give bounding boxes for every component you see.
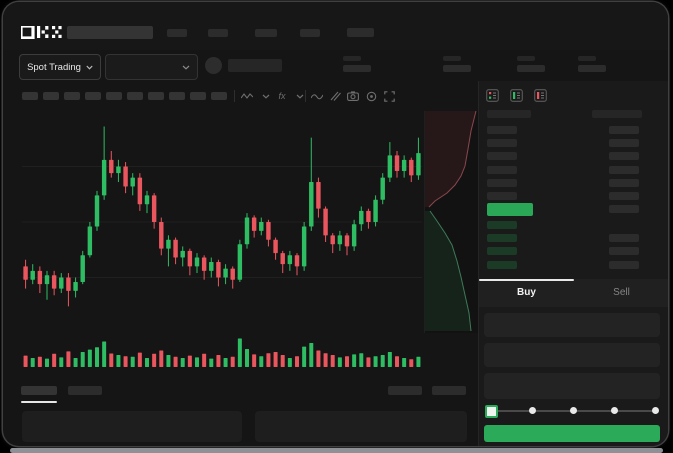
nav-item-placeholder[interactable] [300, 29, 320, 37]
nav-item-placeholder[interactable] [255, 29, 277, 37]
bottom-action-placeholder[interactable] [432, 386, 466, 395]
bottom-tab-placeholder[interactable] [68, 386, 102, 395]
last-price-amount-placeholder [609, 205, 639, 213]
ask-row-amount-placeholder [609, 192, 639, 200]
pair-name-placeholder [228, 59, 282, 72]
orderbook-price-header-placeholder [487, 110, 531, 118]
timeframe-placeholder[interactable] [43, 92, 59, 100]
spot-trading-label: Spot Trading [27, 61, 81, 73]
settings-gear-icon[interactable] [364, 89, 378, 103]
timeframe-placeholder[interactable] [22, 92, 38, 100]
ask-row-amount-placeholder [609, 126, 639, 134]
ask-row-price-placeholder[interactable] [487, 165, 517, 174]
percent-slider-mark[interactable] [611, 407, 618, 414]
fullscreen-icon[interactable] [382, 89, 396, 103]
timeframe-placeholder[interactable] [148, 92, 164, 100]
bottom-active-tab-underline [21, 401, 57, 403]
indicator-fx-icon[interactable]: fx [278, 91, 286, 101]
bottom-action-placeholder[interactable] [388, 386, 422, 395]
pair-dropdown[interactable] [105, 54, 198, 80]
timeframe-placeholder[interactable] [106, 92, 122, 100]
orderbook-asks-only-icon[interactable] [534, 89, 547, 102]
ask-row-price-placeholder[interactable] [487, 178, 517, 187]
ask-row-amount-placeholder [609, 152, 639, 161]
tab-buy[interactable]: Buy [517, 287, 536, 298]
ask-row-price-placeholder[interactable] [487, 126, 517, 134]
candlestick-chart[interactable] [22, 111, 422, 333]
spot-trading-selector[interactable]: Spot Trading [19, 54, 101, 80]
timeframe-placeholder[interactable] [190, 92, 206, 100]
timeframe-placeholder[interactable] [211, 92, 227, 100]
okx-logo[interactable] [21, 26, 62, 39]
timeframe-placeholder[interactable] [85, 92, 101, 100]
ask-row-amount-placeholder [609, 178, 639, 187]
timeframe-placeholder[interactable] [127, 92, 143, 100]
top-header [3, 2, 668, 50]
volume-bars [22, 337, 422, 367]
total-input[interactable] [484, 373, 660, 399]
device-bottom-edge [10, 448, 663, 453]
percent-slider-mark[interactable] [529, 407, 536, 414]
bid-row-price-placeholder[interactable] [487, 260, 517, 269]
bid-row-price-placeholder[interactable] [487, 234, 517, 243]
buy-button[interactable] [484, 425, 660, 442]
timeframe-placeholder[interactable] [64, 92, 80, 100]
orderbook-bids-only-icon[interactable] [510, 89, 523, 102]
tab-sell[interactable]: Sell [613, 287, 630, 298]
line-wave-icon[interactable] [310, 89, 324, 103]
bid-row-amount-placeholder [609, 234, 639, 243]
bid-row-amount-placeholder [609, 247, 639, 256]
camera-icon[interactable] [346, 89, 360, 103]
ask-row-amount-placeholder [609, 139, 639, 148]
app-window: Spot Trading fx [3, 2, 668, 446]
bid-row-amount-placeholder [609, 260, 639, 269]
price-input[interactable] [484, 313, 660, 337]
percent-slider-mark[interactable] [652, 407, 659, 414]
chevron-down-icon [86, 65, 93, 70]
draw-tool-icon[interactable] [328, 89, 342, 103]
bid-row-price-placeholder[interactable] [487, 221, 517, 229]
ask-row-price-placeholder[interactable] [487, 139, 517, 148]
bottom-panel-placeholder [22, 411, 242, 442]
percent-slider-handle[interactable] [485, 405, 498, 418]
order-form-tabs: Buy Sell [479, 279, 668, 307]
active-tab-indicator [479, 279, 574, 281]
depth-chart[interactable] [424, 111, 479, 333]
chevron-down-icon [182, 65, 190, 70]
orderbook-amount-header-placeholder [592, 110, 642, 118]
ask-row-price-placeholder[interactable] [487, 192, 517, 200]
amount-input[interactable] [484, 343, 660, 367]
nav-item-placeholder[interactable] [208, 29, 228, 37]
last-price-bar[interactable] [487, 203, 533, 216]
order-book-panel: Buy Sell [478, 81, 668, 446]
pair-title-placeholder [67, 26, 153, 39]
orderbook-combined-icon[interactable] [486, 89, 499, 102]
timeframe-placeholder[interactable] [169, 92, 185, 100]
bid-row-price-placeholder[interactable] [487, 247, 517, 256]
coin-avatar [205, 57, 222, 74]
candle-style-icon[interactable] [240, 89, 254, 103]
percent-slider-mark[interactable] [570, 407, 577, 414]
ask-row-price-placeholder[interactable] [487, 152, 517, 161]
bottom-tab-placeholder[interactable] [21, 386, 57, 395]
chevron-down-icon[interactable] [259, 89, 273, 103]
nav-item-placeholder[interactable] [347, 28, 374, 37]
ask-row-amount-placeholder [609, 165, 639, 174]
chevron-down-icon[interactable] [293, 89, 307, 103]
bottom-panel-placeholder [255, 411, 467, 442]
nav-item-placeholder[interactable] [167, 29, 187, 37]
